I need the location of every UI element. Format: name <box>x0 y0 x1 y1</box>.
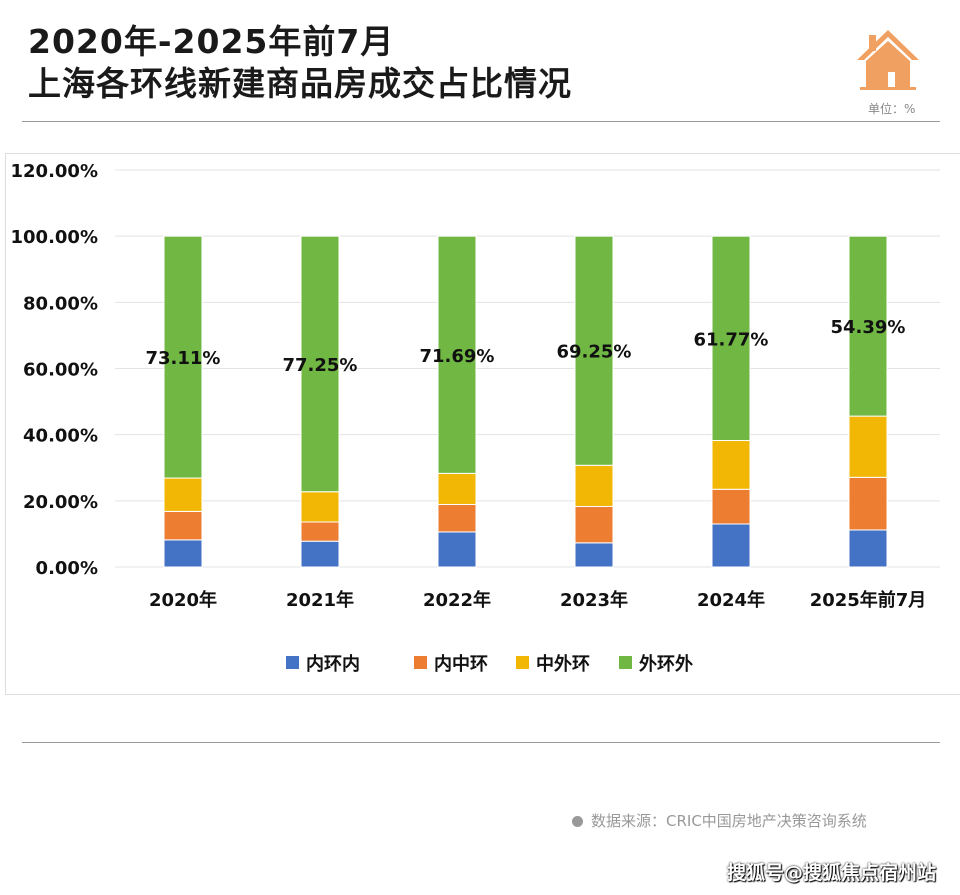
legend-label: 中外环 <box>536 653 590 675</box>
legend-label: 内中环 <box>434 653 488 675</box>
bar-segment-1 <box>163 539 203 568</box>
bar-segment-2 <box>848 476 888 531</box>
legend-swatch <box>619 656 632 669</box>
bar-segment-3 <box>848 415 888 478</box>
bar-segment-3 <box>711 440 751 490</box>
legend-swatch <box>516 656 529 669</box>
data-label: 71.69% <box>420 346 495 367</box>
x-tick-label: 2020年 <box>149 589 217 611</box>
y-tick-label: 40.00% <box>23 426 98 447</box>
bar-segment-3 <box>300 491 340 523</box>
bar-segment-2 <box>574 505 614 544</box>
bullet-icon <box>572 816 583 827</box>
bar-segment-3 <box>437 472 477 505</box>
x-tick-label: 2024年 <box>697 589 765 611</box>
bar-segment-4 <box>300 235 340 493</box>
bar-segment-2 <box>437 503 477 533</box>
y-tick-label: 0.00% <box>36 558 98 579</box>
bar-segment-2 <box>711 488 751 525</box>
data-label: 77.25% <box>283 355 358 376</box>
unit-label: 单位：% <box>868 102 916 116</box>
x-tick-label: 2023年 <box>560 589 628 611</box>
data-label: 73.11% <box>146 348 221 369</box>
x-tick-label: 2025年前7月 <box>810 589 927 611</box>
y-tick-label: 120.00% <box>11 161 99 182</box>
data-label: 54.39% <box>831 317 906 338</box>
bar-segment-1 <box>711 523 751 568</box>
y-tick-label: 60.00% <box>23 360 98 381</box>
x-tick-label: 2022年 <box>423 589 491 611</box>
title-line-2: 上海各环线新建商品房成交占比情况 <box>28 64 572 103</box>
y-tick-label: 20.00% <box>23 492 98 513</box>
bar-segment-1 <box>574 542 614 568</box>
bar-segment-2 <box>300 521 340 542</box>
bar-segment-1 <box>437 531 477 568</box>
house-icon <box>857 30 919 90</box>
bar-segment-4 <box>163 235 203 479</box>
stacked-bar-chart: 0.00% 20.00% 40.00% 60.00% 80.00% 100.00% 120.… <box>11 161 940 675</box>
header-divider <box>22 121 940 122</box>
bar-segment-4 <box>437 235 477 474</box>
source-text: 数据来源：CRIC中国房地产决策咨询系统 <box>591 812 867 830</box>
bar-segment-2 <box>163 510 203 541</box>
title-line-1: 2020年-2025年前7月 <box>28 22 395 61</box>
y-tick-label: 80.00% <box>23 293 98 314</box>
watermark: 搜狐号@搜狐焦点宿州站 <box>727 862 937 884</box>
x-tick-label: 2021年 <box>286 589 354 611</box>
bar-segment-4 <box>574 235 614 466</box>
data-label: 69.25% <box>557 342 632 363</box>
footer-divider <box>22 742 940 743</box>
legend-swatch <box>286 656 299 669</box>
bar-segment-1 <box>300 540 340 568</box>
chart-frame <box>5 153 960 695</box>
legend-label: 内环内 <box>306 653 360 675</box>
source-note: 数据来源：CRIC中国房地产决策咨询系统 <box>572 810 867 831</box>
bar-segment-4 <box>848 235 888 417</box>
bar-segment-1 <box>848 529 888 568</box>
legend-label: 外环外 <box>639 653 693 675</box>
bar-segment-3 <box>574 464 614 507</box>
data-label: 61.77% <box>694 329 769 350</box>
y-tick-label: 100.00% <box>11 227 99 248</box>
legend-swatch <box>414 656 427 669</box>
bar-segment-4 <box>711 235 751 442</box>
bar-segment-3 <box>163 477 203 512</box>
